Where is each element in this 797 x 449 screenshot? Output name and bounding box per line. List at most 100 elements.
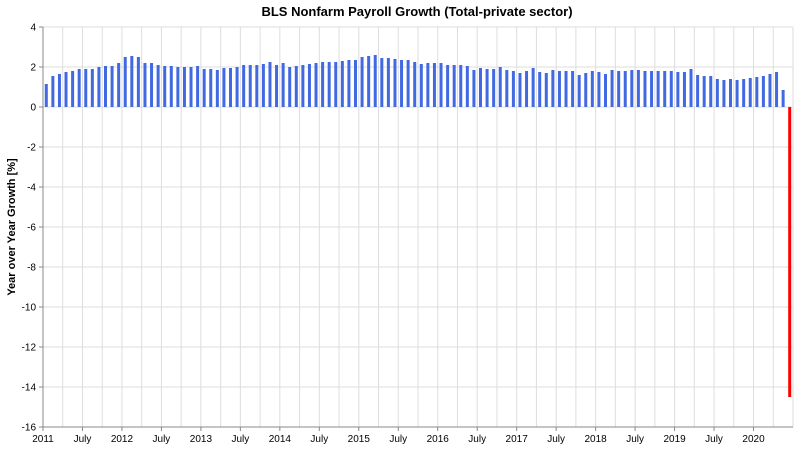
bar	[393, 59, 397, 107]
bar	[525, 71, 529, 107]
bar	[229, 68, 232, 107]
x-tick-label: 2020	[742, 434, 765, 445]
bar	[123, 57, 127, 107]
bar	[663, 71, 667, 107]
bar	[742, 79, 746, 107]
gridlines	[42, 26, 794, 428]
bar	[57, 74, 61, 107]
x-tick-label: 2014	[269, 434, 292, 445]
y-tick-label: -14	[22, 383, 37, 394]
bar	[518, 73, 522, 107]
y-tick-label: 0	[30, 103, 36, 114]
bar	[327, 62, 331, 107]
bar	[564, 71, 568, 107]
bar	[479, 68, 482, 107]
bar	[636, 70, 640, 107]
x-tick-label: 2016	[427, 434, 450, 445]
y-axis-label: Year over Year Growth [%]	[6, 158, 18, 296]
bar	[768, 74, 772, 107]
bar	[682, 72, 686, 107]
x-tick-label: July	[468, 434, 486, 445]
bar	[182, 67, 186, 107]
bar	[314, 63, 318, 107]
bar	[472, 70, 476, 107]
bar	[386, 58, 390, 107]
y-tick-label: -8	[27, 263, 36, 274]
y-tick-label: -16	[22, 423, 37, 434]
x-tick-label: July	[74, 434, 92, 445]
bar	[248, 65, 252, 107]
bar	[117, 63, 121, 107]
bar	[729, 79, 732, 107]
y-tick-label: 2	[30, 63, 36, 74]
bar	[485, 69, 489, 107]
bar	[84, 69, 88, 107]
bar	[255, 65, 259, 107]
bar	[347, 60, 351, 107]
bar	[676, 72, 680, 107]
bar	[617, 71, 621, 107]
y-tick-label: -2	[27, 143, 36, 154]
bar	[419, 64, 423, 107]
bar	[623, 71, 627, 107]
bar	[788, 107, 792, 397]
bar	[301, 65, 305, 107]
x-tick-label: July	[626, 434, 644, 445]
x-tick-label: July	[705, 434, 723, 445]
y-tick-label: -4	[27, 183, 36, 194]
bar	[268, 62, 272, 107]
bar	[630, 70, 634, 107]
bar	[196, 66, 200, 107]
bar	[261, 64, 265, 107]
bar	[656, 71, 660, 107]
bar	[498, 67, 502, 107]
bar	[406, 60, 410, 107]
bar	[104, 66, 107, 107]
bar	[643, 71, 647, 107]
bar	[610, 70, 614, 107]
bar	[64, 72, 68, 107]
bar	[492, 69, 496, 107]
bar	[577, 75, 581, 107]
chart-title: BLS Nonfarm Payroll Growth (Total-privat…	[261, 4, 572, 19]
bar	[209, 69, 213, 107]
bar	[755, 77, 759, 107]
bar	[235, 67, 239, 107]
bar	[459, 65, 463, 107]
bar	[748, 78, 752, 107]
bar	[189, 67, 193, 107]
bar	[669, 71, 673, 107]
x-tick-label: 2012	[111, 434, 134, 445]
bars	[44, 55, 792, 397]
bar	[400, 60, 404, 107]
bar	[761, 76, 765, 107]
bar	[222, 68, 226, 107]
bar	[334, 62, 338, 107]
bar	[735, 80, 739, 107]
bar	[294, 66, 298, 107]
bar	[544, 73, 548, 107]
bar	[465, 66, 469, 107]
bar	[538, 72, 542, 107]
bar	[571, 71, 575, 107]
bar	[373, 55, 377, 107]
x-tick-label: July	[153, 434, 171, 445]
x-tick-label: 2015	[348, 434, 371, 445]
bar	[288, 67, 292, 107]
bar	[97, 67, 101, 107]
bar	[432, 63, 436, 107]
bar	[696, 75, 700, 107]
bar	[242, 65, 246, 107]
bar	[340, 61, 344, 107]
bar	[202, 69, 206, 107]
x-tick-label: 2013	[190, 434, 213, 445]
bar	[597, 72, 601, 107]
bar	[380, 58, 384, 107]
bar	[722, 80, 726, 107]
bar	[702, 76, 706, 107]
y-tick-label: -12	[22, 343, 37, 354]
bar	[511, 71, 515, 107]
bar	[604, 74, 607, 107]
bar	[781, 90, 785, 107]
